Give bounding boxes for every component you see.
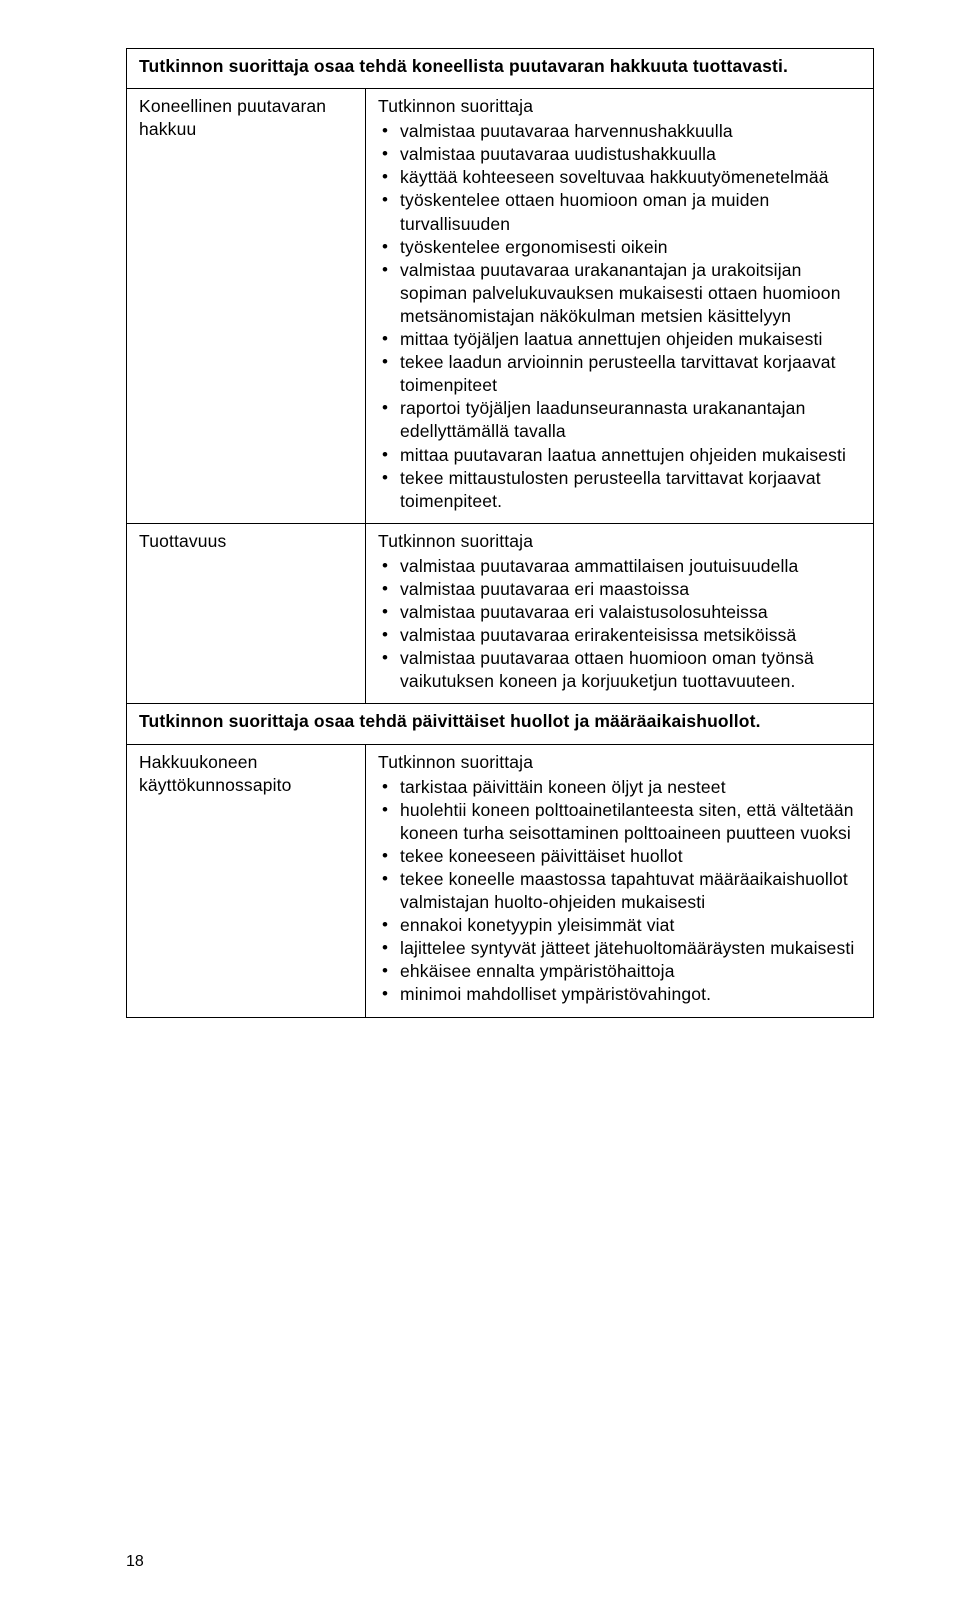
section-header: Tutkinnon suorittaja osaa tehdä koneelli…: [127, 49, 874, 89]
table-row: Tuottavuus Tutkinnon suorittaja valmista…: [127, 523, 874, 704]
list-item: lajittelee syntyvät jätteet jätehuoltomä…: [378, 937, 861, 960]
table-header-row: Tutkinnon suorittaja osaa tehdä päivittä…: [127, 704, 874, 744]
list-item: huolehtii koneen polttoainetilanteesta s…: [378, 799, 861, 845]
list-item: työskentelee ergonomisesti oikein: [378, 236, 861, 259]
list-item: mittaa puutavaran laatua annettujen ohje…: [378, 444, 861, 467]
list-item: ehkäisee ennalta ympäristöhaittoja: [378, 960, 861, 983]
list-item: tekee koneelle maastossa tapahtuvat määr…: [378, 868, 861, 914]
list-item: työskentelee ottaen huomioon oman ja mui…: [378, 189, 861, 235]
row-label: Hakkuukoneen käyttökunnossapito: [127, 744, 366, 1017]
bullet-list: tarkistaa päivittäin koneen öljyt ja nes…: [378, 776, 861, 1007]
table-header-row: Tutkinnon suorittaja osaa tehdä koneelli…: [127, 49, 874, 89]
row-content: Tutkinnon suorittaja valmistaa puutavara…: [366, 89, 874, 524]
list-item: käyttää kohteeseen soveltuvaa hakkuutyöm…: [378, 166, 861, 189]
list-item: valmistaa puutavaraa ammattilaisen joutu…: [378, 555, 861, 578]
row-content: Tutkinnon suorittaja valmistaa puutavara…: [366, 523, 874, 704]
table-row: Koneellinen puutavaran hakkuu Tutkinnon …: [127, 89, 874, 524]
list-item: ennakoi konetyypin yleisimmät viat: [378, 914, 861, 937]
list-item: tekee mittaustulosten perusteella tarvit…: [378, 467, 861, 513]
document-page: Tutkinnon suorittaja osaa tehdä koneelli…: [0, 0, 960, 1605]
section-header: Tutkinnon suorittaja osaa tehdä päivittä…: [127, 704, 874, 744]
bullet-list: valmistaa puutavaraa ammattilaisen joutu…: [378, 555, 861, 694]
list-item: valmistaa puutavaraa ottaen huomioon oma…: [378, 647, 861, 693]
list-item: valmistaa puutavaraa eri valaistusolosuh…: [378, 601, 861, 624]
list-item: valmistaa puutavaraa urakanantajan ja ur…: [378, 259, 861, 328]
list-item: raportoi työjäljen laadunseurannasta ura…: [378, 397, 861, 443]
lead-text: Tutkinnon suorittaja: [378, 530, 861, 553]
page-number: 18: [126, 1553, 144, 1571]
list-item: mittaa työjäljen laatua annettujen ohjei…: [378, 328, 861, 351]
row-label: Tuottavuus: [127, 523, 366, 704]
list-item: tarkistaa päivittäin koneen öljyt ja nes…: [378, 776, 861, 799]
list-item: valmistaa puutavaraa eri maastoissa: [378, 578, 861, 601]
row-label: Koneellinen puutavaran hakkuu: [127, 89, 366, 524]
row-content: Tutkinnon suorittaja tarkistaa päivittäi…: [366, 744, 874, 1017]
list-item: valmistaa puutavaraa uudistushakkuulla: [378, 143, 861, 166]
criteria-table: Tutkinnon suorittaja osaa tehdä koneelli…: [126, 48, 874, 1018]
lead-text: Tutkinnon suorittaja: [378, 751, 861, 774]
bullet-list: valmistaa puutavaraa harvennushakkuulla …: [378, 120, 861, 513]
table-row: Hakkuukoneen käyttökunnossapito Tutkinno…: [127, 744, 874, 1017]
list-item: valmistaa puutavaraa harvennushakkuulla: [378, 120, 861, 143]
lead-text: Tutkinnon suorittaja: [378, 95, 861, 118]
list-item: valmistaa puutavaraa erirakenteisissa me…: [378, 624, 861, 647]
list-item: tekee koneeseen päivittäiset huollot: [378, 845, 861, 868]
list-item: tekee laadun arvioinnin perusteella tarv…: [378, 351, 861, 397]
list-item: minimoi mahdolliset ympäristövahingot.: [378, 983, 861, 1006]
